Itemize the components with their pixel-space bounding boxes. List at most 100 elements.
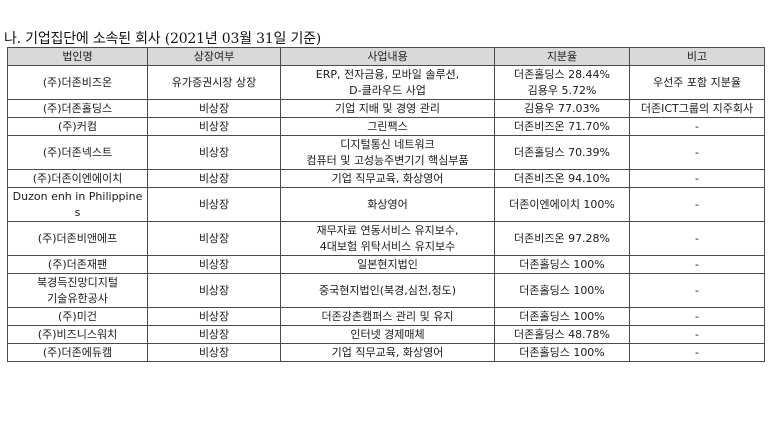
company-name-cell: (주)비즈니스워치	[7, 325, 148, 344]
ownership-cell: 더존홀딩스 70.39%	[494, 135, 630, 170]
business-cell-line: 더존강촌캠퍼스 관리 및 유지	[321, 309, 454, 323]
business-cell-line: 디지털통신 네트워크	[340, 137, 435, 151]
business-cell: ERP, 전자금융, 모바일 솔루션, D-클라우드 사업	[280, 65, 495, 100]
ownership-cell: 더존홀딩스 100%	[494, 343, 630, 362]
company-name-cell-line: (주)더존넥스트	[42, 145, 113, 159]
remarks-cell: 우선주 포함 지분율	[629, 65, 765, 100]
business-cell: 화상영어	[280, 187, 495, 222]
company-name-cell-line: (주)더존비앤에프	[37, 231, 118, 245]
remarks-cell-line: -	[695, 171, 699, 185]
ownership-cell-line: 김용우 77.03%	[524, 101, 600, 115]
table-row: (주)더존홀딩스 비상장 기업 지배 및 경영 관리 김용우 77.03% 더존ICT그…	[7, 99, 765, 118]
business-cell: 그린팩스	[280, 117, 495, 136]
company-name-cell-line: (주)더존에듀캠	[42, 345, 113, 359]
business-cell: 중국현지법인(북경,심천,청도)	[280, 273, 495, 308]
listing-status-cell: 비상장	[147, 221, 281, 256]
ownership-cell-line: 더존홀딩스 100%	[519, 309, 605, 323]
remarks-cell-line: -	[695, 197, 699, 211]
company-name-cell-line: s	[74, 205, 81, 219]
listing-status-cell: 비상장	[147, 343, 281, 362]
remarks-cell-line: -	[695, 327, 699, 341]
remarks-cell: -	[629, 117, 765, 136]
company-name-cell: (주)더존재팬	[7, 255, 148, 274]
business-cell: 재무자료 연동서비스 유지보수, 4대보험 위탁서비스 유지보수	[280, 221, 495, 256]
listing-status-cell: 비상장	[147, 117, 281, 136]
ownership-cell: 김용우 77.03%	[494, 99, 630, 118]
column-header-listing-status: 상장여부	[147, 47, 281, 66]
company-name-cell-line: (주)커컴	[58, 119, 97, 133]
company-name-cell-line: (주)미건	[58, 309, 97, 323]
company-name-cell-line: (주)비즈니스워치	[37, 327, 118, 341]
company-name-cell-line: (주)더존이엔에이치	[32, 171, 123, 185]
listing-status-cell: 비상장	[147, 99, 281, 118]
remarks-cell-line: -	[695, 345, 699, 359]
remarks-cell-line: -	[695, 145, 699, 159]
listing-status-cell: 비상장	[147, 273, 281, 308]
company-name-cell-line: 북경득진망디지털	[37, 275, 118, 289]
listing-status-cell: 비상장	[147, 307, 281, 326]
table-row: 북경득진망디지털 기술유한공사 비상장 중국현지법인(북경,심천,청도) 더존홀딩스 1…	[7, 273, 765, 308]
ownership-cell-line: 더존비즈온 71.70%	[513, 119, 611, 133]
company-name-cell: (주)미건	[7, 307, 148, 326]
business-cell-line: 중국현지법인(북경,심천,청도)	[318, 283, 456, 297]
listing-status-cell: 비상장	[147, 135, 281, 170]
ownership-cell-line: 더존비즈온 94.10%	[513, 171, 611, 185]
company-name-cell: (주)더존에듀캠	[7, 343, 148, 362]
company-name-cell-line: (주)더존홀딩스	[42, 101, 113, 115]
company-name-cell: (주)더존넥스트	[7, 135, 148, 170]
remarks-cell: -	[629, 169, 765, 188]
company-name-cell-line: (주)더존비즈온	[42, 75, 113, 89]
business-cell: 인터넷 경제매체	[280, 325, 495, 344]
section-title: 나. 기업집단에 소속된 회사 (2021년 03월 31일 기준)	[4, 31, 322, 47]
column-header-business: 사업내용	[280, 47, 495, 66]
column-header-ownership: 지분율	[494, 47, 630, 66]
table-row: (주)더존이엔에이치 비상장 기업 직무교육, 화상영어 더존비즈온 94.10% -	[7, 169, 765, 188]
company-name-cell-line: (주)더존재팬	[47, 257, 108, 271]
remarks-cell-line: -	[695, 257, 699, 271]
business-cell: 기업 지배 및 경영 관리	[280, 99, 495, 118]
company-name-cell: (주)더존비앤에프	[7, 221, 148, 256]
ownership-cell-line: 더존홀딩스 100%	[519, 345, 605, 359]
ownership-cell-line: 더존홀딩스 48.78%	[513, 327, 611, 341]
business-cell-line: 기업 직무교육, 화상영어	[331, 345, 444, 359]
company-name-cell-line: Duzon enh in Philippine	[12, 189, 143, 203]
table-row: (주)커컴 비상장 그린팩스 더존비즈온 71.70% -	[7, 117, 765, 136]
business-cell: 더존강촌캠퍼스 관리 및 유지	[280, 307, 495, 326]
ownership-cell-line: 더존홀딩스 28.44%	[513, 67, 611, 81]
company-name-cell: (주)더존비즈온	[7, 65, 148, 100]
business-cell-line: 인터넷 경제매체	[350, 327, 425, 341]
table-row: Duzon enh in Philippine s 비상장 화상영어 더존이엔에이치 1…	[7, 187, 765, 222]
business-cell: 기업 직무교육, 화상영어	[280, 169, 495, 188]
business-cell-line: 기업 지배 및 경영 관리	[334, 101, 441, 115]
remarks-cell-line: 더존ICT그룹의 지주회사	[640, 101, 754, 115]
ownership-cell: 더존홀딩스 100%	[494, 307, 630, 326]
ownership-cell: 더존비즈온 97.28%	[494, 221, 630, 256]
business-cell-line: 컴퓨터 및 고성능주변기기 핵심부품	[306, 153, 469, 167]
table-row: (주)더존비즈온 유가증권시장 상장 ERP, 전자금융, 모바일 솔루션, D-클라…	[7, 65, 765, 100]
remarks-cell: -	[629, 187, 765, 222]
business-cell-line: 재무자료 연동서비스 유지보수,	[316, 223, 459, 237]
header-row: 법인명 상장여부 사업내용 지분율 비고	[7, 47, 765, 66]
remarks-cell: -	[629, 343, 765, 362]
ownership-cell: 더존비즈온 71.70%	[494, 117, 630, 136]
ownership-cell-line: 더존홀딩스 100%	[519, 257, 605, 271]
remarks-cell: -	[629, 273, 765, 308]
ownership-cell-line: 더존홀딩스 70.39%	[513, 145, 611, 159]
remarks-cell-line: -	[695, 309, 699, 323]
company-name-cell: Duzon enh in Philippine s	[7, 187, 148, 222]
ownership-cell-line: 더존이엔에이치 100%	[509, 197, 615, 211]
ownership-cell: 더존홀딩스 100%	[494, 255, 630, 274]
remarks-cell: -	[629, 307, 765, 326]
remarks-cell: 더존ICT그룹의 지주회사	[629, 99, 765, 118]
listing-status-cell: 비상장	[147, 187, 281, 222]
ownership-cell: 더존홀딩스 48.78%	[494, 325, 630, 344]
ownership-cell: 더존홀딩스 100%	[494, 273, 630, 308]
business-cell: 기업 직무교육, 화상영어	[280, 343, 495, 362]
table-row: (주)미건 비상장 더존강촌캠퍼스 관리 및 유지 더존홀딩스 100% -	[7, 307, 765, 326]
affiliates-table: 법인명 상장여부 사업내용 지분율 비고 (주)더존비즈온 유가증권시장 상장 ER…	[7, 47, 765, 362]
company-name-cell: (주)더존이엔에이치	[7, 169, 148, 188]
business-cell-line: 기업 직무교육, 화상영어	[331, 171, 444, 185]
remarks-cell-line: -	[695, 231, 699, 245]
listing-status-cell: 유가증권시장 상장	[147, 65, 281, 100]
